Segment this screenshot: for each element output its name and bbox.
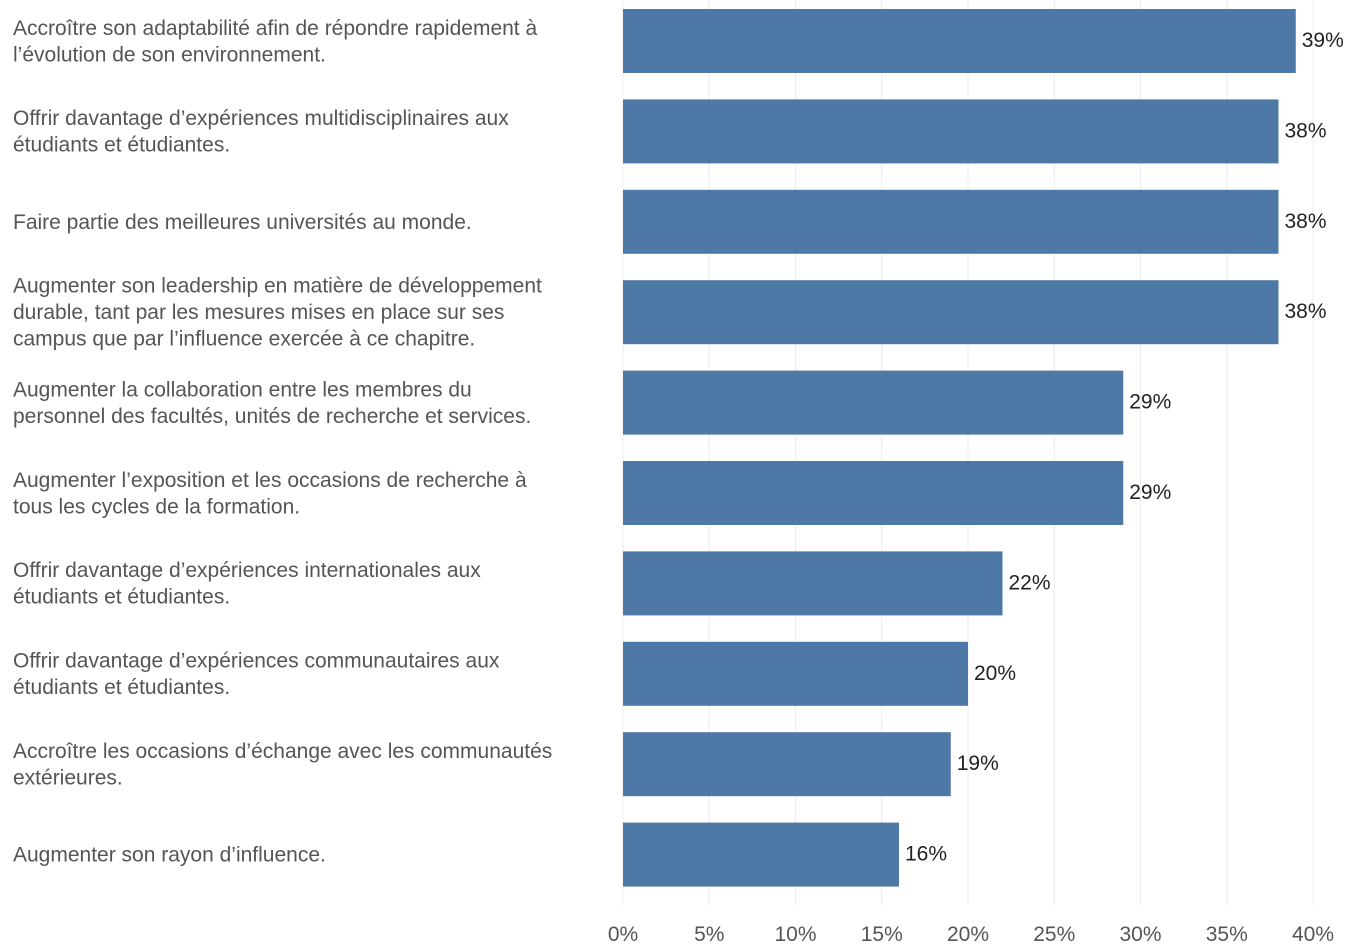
x-tick-label: 15% [861,923,903,944]
data-label: 29% [1129,391,1171,414]
category-label: Offrir davantage d’expériences communaut… [13,650,500,700]
bar [623,732,951,797]
data-label: 19% [957,752,999,775]
bar [623,189,1279,254]
data-label: 38% [1285,300,1327,323]
category-label-line: Augmenter l’exposition et les occasions … [13,469,527,492]
x-tick-label: 0% [608,923,638,944]
x-tick-label: 20% [947,923,989,944]
bar [623,461,1124,525]
category-label-line: Accroître les occasions d’échange avec l… [13,740,552,763]
category-label-line: Offrir davantage d’expériences multidisc… [13,107,509,130]
category-label-line: Augmenter son rayon d’influence. [13,844,326,867]
category-label: Augmenter la collaboration entre les mem… [13,378,531,428]
category-label-line: campus que par l’influence exercée à ce … [13,328,475,351]
category-label: Accroître les occasions d’échange avec l… [13,740,552,790]
x-tick-label: 5% [694,923,724,944]
x-tick-label: 30% [1119,923,1161,944]
x-tick-label: 35% [1206,923,1248,944]
bar [623,551,1003,616]
category-label: Augmenter l’exposition et les occasions … [13,469,527,519]
data-label: 38% [1285,119,1327,142]
x-tick-label: 25% [1033,923,1075,944]
x-tick-label: 40% [1292,923,1334,944]
category-label-line: Faire partie des meilleures universités … [13,211,472,234]
data-label: 22% [1009,571,1051,594]
bar [623,280,1279,345]
category-label-line: Offrir davantage d’expériences communaut… [13,650,500,673]
data-label: 39% [1302,29,1344,52]
category-label-line: personnel des facultés, unités de recher… [13,405,531,428]
category-label-line: durable, tant par les mesures mises en p… [13,301,504,324]
data-label: 29% [1129,481,1171,504]
x-tick-label: 10% [774,923,816,944]
category-label-line: étudiants et étudiantes. [13,586,230,609]
category-label-line: Offrir davantage d’expériences internati… [13,559,481,582]
category-label: Offrir davantage d’expériences multidisc… [13,107,509,156]
category-label: Augmenter son leadership en matière de d… [13,275,542,351]
bar [623,822,899,887]
category-label-line: Augmenter la collaboration entre les mem… [13,378,472,401]
category-label-line: étudiants et étudiantes. [13,134,230,157]
bar [623,370,1124,435]
bar [623,9,1296,73]
data-label: 16% [905,843,947,866]
category-label-line: l’évolution de son environnement. [13,43,326,66]
category-label-line: tous les cycles de la formation. [13,495,300,518]
data-label: 20% [974,662,1016,685]
bar [623,641,968,706]
category-label-line: étudiants et étudiantes. [13,676,230,699]
category-label-line: extérieures. [13,766,123,789]
category-label: Offrir davantage d’expériences internati… [13,559,481,609]
data-label: 38% [1285,210,1327,233]
category-label-line: Augmenter son leadership en matière de d… [13,275,542,298]
category-label: Augmenter son rayon d’influence. [13,844,326,867]
category-label: Accroître son adaptabilité afin de répon… [13,17,537,67]
bar [623,99,1279,164]
category-label-line: Accroître son adaptabilité afin de répon… [13,17,537,40]
category-label: Faire partie des meilleures universités … [13,211,472,234]
